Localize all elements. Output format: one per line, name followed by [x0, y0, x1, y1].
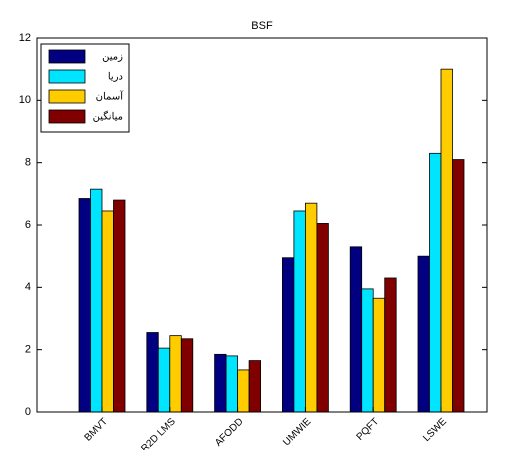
- bar: [113, 199, 126, 413]
- y-tick-label: 12: [19, 32, 31, 44]
- bar: [281, 257, 295, 413]
- legend-swatch: [48, 109, 86, 124]
- legend-swatch: [48, 49, 86, 64]
- bar: [248, 360, 262, 413]
- chart-title: BSF: [251, 20, 273, 32]
- y-tick-label: 4: [25, 281, 31, 293]
- legend-label: زمین: [102, 52, 123, 63]
- y-tick-label: 8: [25, 157, 31, 169]
- bar: [101, 210, 114, 413]
- bar: [316, 223, 329, 413]
- legend-label: میانگین: [93, 111, 123, 123]
- bar: [372, 297, 386, 413]
- legend-label: آسمان: [96, 90, 125, 103]
- y-tick-label: 0: [25, 406, 31, 418]
- bar: [304, 202, 318, 413]
- bar: [237, 369, 250, 413]
- bar: [440, 68, 453, 413]
- bar: [169, 335, 182, 413]
- y-tick-label: 2: [25, 344, 31, 356]
- bar: [293, 210, 306, 413]
- bar: [180, 338, 194, 413]
- legend-swatch: [48, 69, 86, 84]
- bar: [384, 277, 397, 413]
- bar: [78, 198, 91, 413]
- bar: [90, 188, 103, 413]
- bar: [452, 159, 465, 413]
- bar: [429, 152, 442, 413]
- legend-swatch: [48, 89, 86, 104]
- y-tick-label: 10: [19, 94, 31, 106]
- bar: [349, 246, 363, 413]
- y-tick-label: 6: [25, 219, 31, 231]
- bar: [361, 288, 374, 413]
- legend-label: دریا: [108, 72, 123, 83]
- bar: [157, 347, 171, 413]
- bar: [225, 355, 239, 413]
- bar: [417, 255, 430, 413]
- bar: [214, 353, 227, 413]
- bar: [146, 332, 159, 413]
